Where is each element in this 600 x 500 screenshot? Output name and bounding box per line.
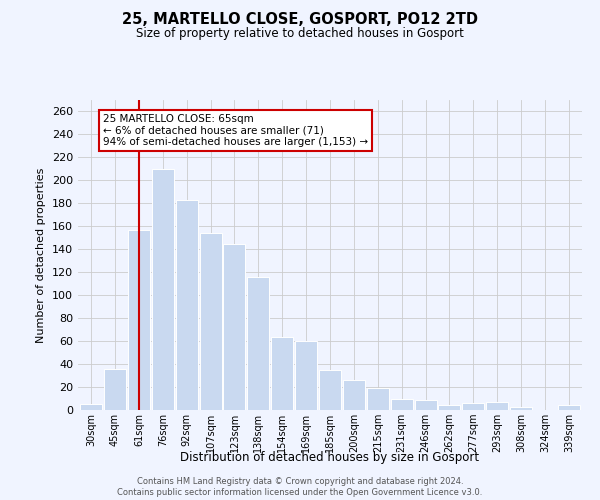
Bar xyxy=(295,341,317,410)
Bar xyxy=(176,200,197,410)
Text: Contains HM Land Registry data © Crown copyright and database right 2024.: Contains HM Land Registry data © Crown c… xyxy=(137,476,463,486)
Bar xyxy=(463,403,484,410)
Bar xyxy=(367,388,389,410)
Bar xyxy=(343,380,365,410)
Bar xyxy=(223,244,245,410)
Y-axis label: Number of detached properties: Number of detached properties xyxy=(37,168,46,342)
Text: 25 MARTELLO CLOSE: 65sqm
← 6% of detached houses are smaller (71)
94% of semi-de: 25 MARTELLO CLOSE: 65sqm ← 6% of detache… xyxy=(103,114,368,147)
Bar xyxy=(439,406,460,410)
Text: Size of property relative to detached houses in Gosport: Size of property relative to detached ho… xyxy=(136,28,464,40)
Text: Contains public sector information licensed under the Open Government Licence v3: Contains public sector information licen… xyxy=(118,488,482,497)
Bar xyxy=(510,406,532,410)
Bar xyxy=(319,370,341,410)
Bar xyxy=(80,404,102,410)
Bar xyxy=(486,402,508,410)
Text: 25, MARTELLO CLOSE, GOSPORT, PO12 2TD: 25, MARTELLO CLOSE, GOSPORT, PO12 2TD xyxy=(122,12,478,28)
Bar xyxy=(200,233,221,410)
Text: Distribution of detached houses by size in Gosport: Distribution of detached houses by size … xyxy=(181,451,479,464)
Bar xyxy=(104,368,126,410)
Bar xyxy=(247,277,269,410)
Bar xyxy=(558,406,580,410)
Bar xyxy=(391,398,413,410)
Bar xyxy=(128,230,150,410)
Bar xyxy=(415,400,437,410)
Bar xyxy=(271,336,293,410)
Bar xyxy=(152,169,174,410)
